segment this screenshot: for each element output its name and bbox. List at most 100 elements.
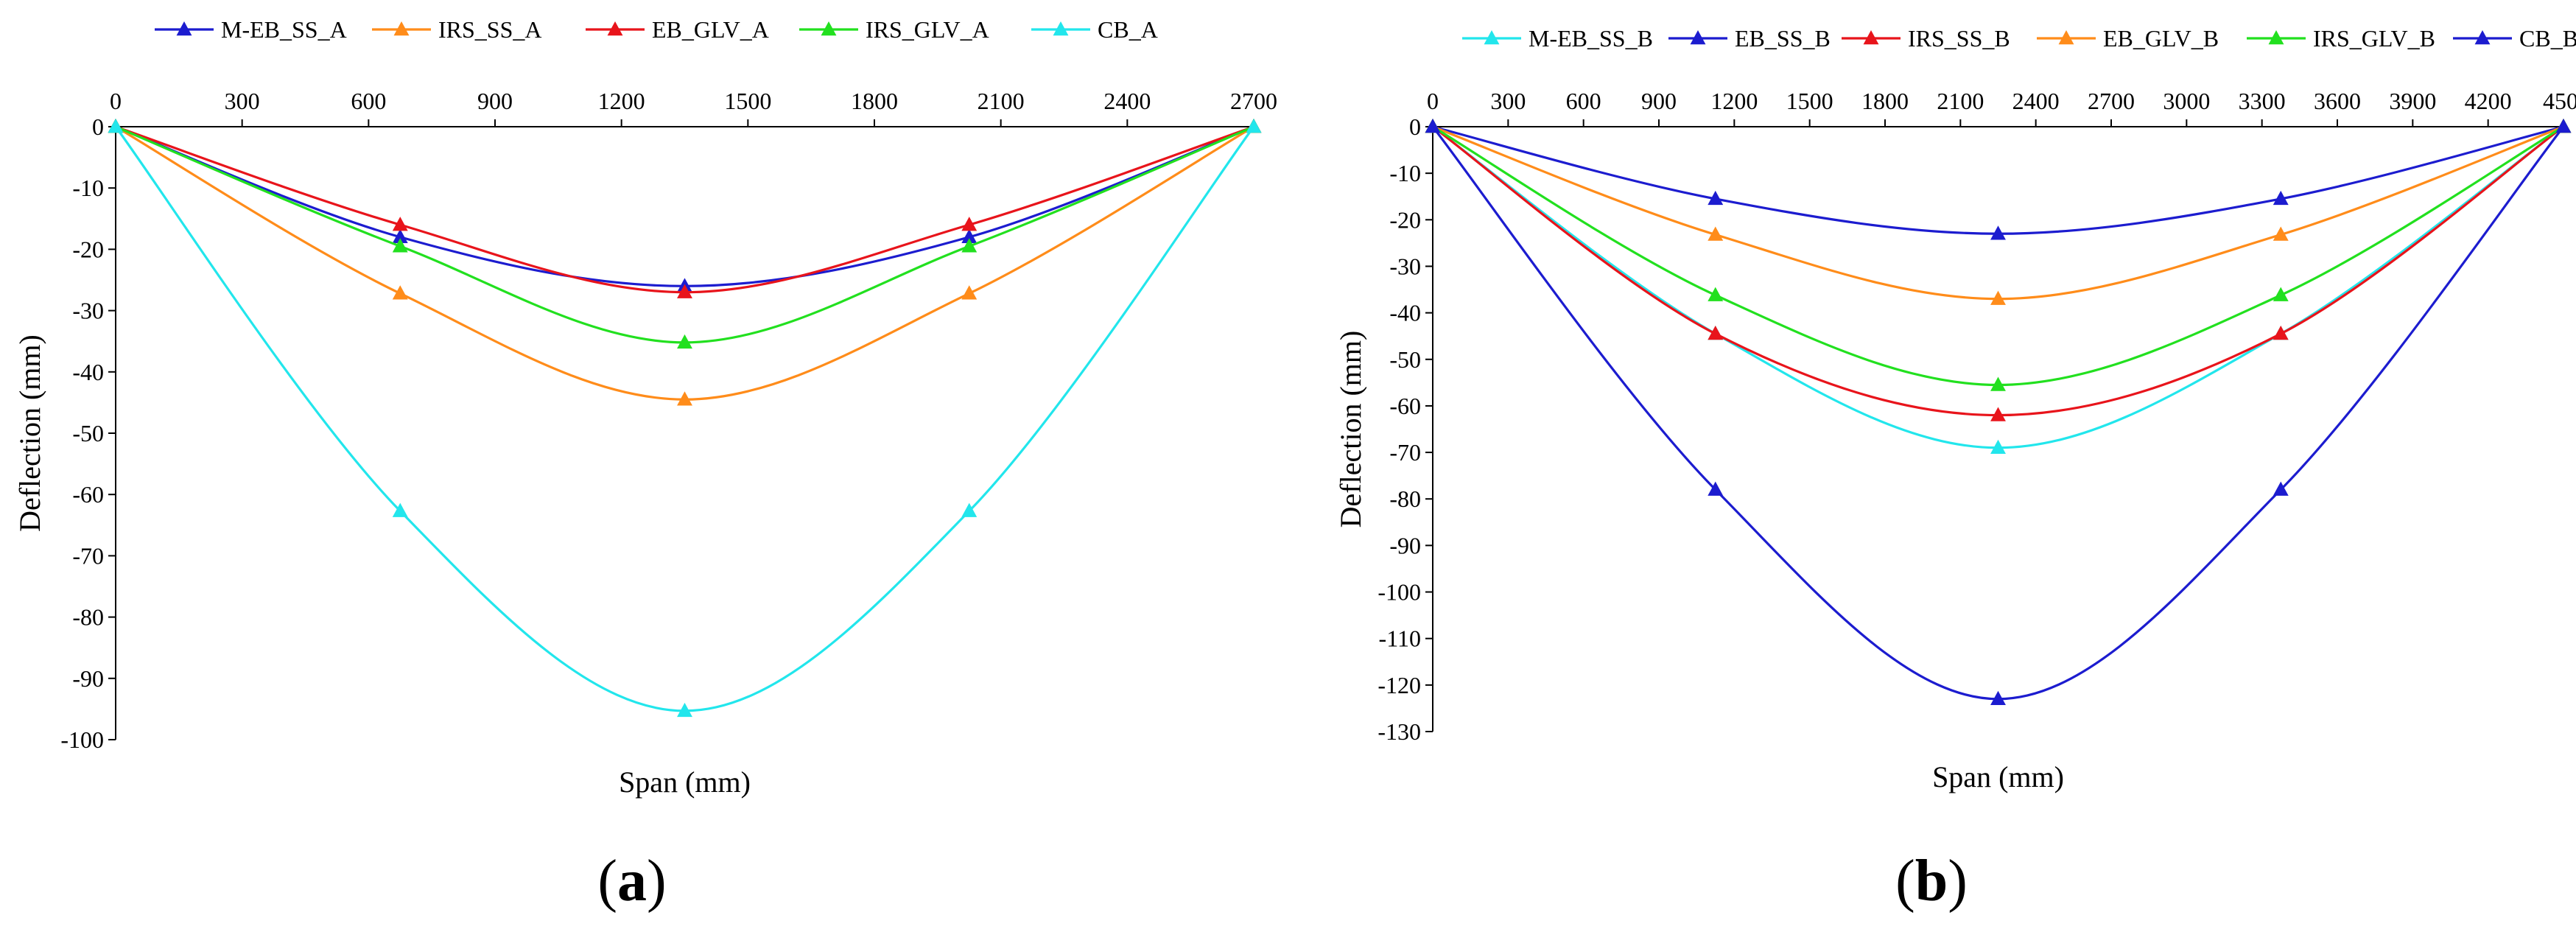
data-point-eb_glv_b — [2273, 226, 2289, 241]
y-tick-label: -120 — [1378, 672, 1421, 698]
series-line-irs_glv_b — [1432, 125, 2564, 387]
x-tick-label: 3600 — [2314, 88, 2361, 114]
series-line-eb_glv_b — [1432, 125, 2564, 301]
data-point-m-eb_ss_a — [961, 228, 978, 244]
legend-marker — [1863, 30, 1879, 45]
y-tick-label: -60 — [1389, 393, 1421, 419]
legend-label: IRS_SS_B — [1908, 25, 2010, 52]
y-tick-label: -50 — [72, 420, 104, 446]
data-point-irs_glv_b — [1990, 376, 2006, 391]
data-point-cb_b — [2555, 119, 2572, 133]
y-tick-label: -130 — [1378, 718, 1421, 745]
legend-marker — [821, 21, 837, 36]
x-tick-label: 300 — [1490, 88, 1526, 114]
legend-marker — [1484, 30, 1500, 45]
y-tick-label: -80 — [72, 604, 104, 631]
data-point-eb_ss_b — [1990, 225, 2006, 240]
y-tick-label: -80 — [1389, 485, 1421, 512]
x-axis-title: Span (mm) — [1932, 760, 2064, 793]
x-tick-label: 3300 — [2239, 88, 2286, 114]
panel-label-close-paren: ) — [1948, 849, 1968, 914]
y-tick-label: -30 — [72, 298, 104, 324]
x-tick-label: 3900 — [2389, 88, 2436, 114]
data-point-irs_ss_b — [2273, 326, 2289, 340]
y-tick-label: -90 — [72, 665, 104, 692]
y-axis-title: Deflection (mm) — [1334, 331, 1367, 528]
y-tick-label: -20 — [1389, 206, 1421, 233]
data-point-irs_ss_a — [392, 285, 408, 300]
x-tick-label: 1200 — [1710, 88, 1758, 114]
data-point-cb_b — [1990, 690, 2006, 706]
panel-label-open-paren: ( — [597, 849, 617, 914]
x-tick-label: 450 — [2543, 88, 2576, 114]
legend-marker — [2474, 30, 2491, 45]
data-point-eb_glv_b — [1708, 226, 1724, 241]
data-point-m-eb_ss_a — [392, 228, 408, 244]
series-line-irs_ss_b — [1432, 125, 2564, 417]
panel-label-letter: a — [617, 849, 647, 914]
legend-marker — [2268, 30, 2284, 45]
y-tick-label: -40 — [1389, 300, 1421, 326]
panel-label-open-paren: ( — [1895, 849, 1915, 914]
y-tick-label: -40 — [72, 359, 104, 385]
y-tick-label: -100 — [60, 726, 104, 753]
series-line-cb_a — [114, 126, 1255, 712]
legend-marker — [2058, 30, 2074, 45]
data-point-irs_ss_a — [961, 285, 978, 300]
legend-marker — [393, 21, 410, 36]
data-point-irs_ss_b — [1708, 326, 1724, 340]
data-point-eb_glv_a — [961, 217, 978, 231]
data-point-cb_a — [108, 119, 124, 133]
legend-label: IRS_GLV_B — [2313, 25, 2435, 52]
x-tick-label: 2400 — [1103, 88, 1151, 114]
y-tick-label: -70 — [72, 542, 104, 569]
panel-a: 0 300 600 900 1200 1500 1800 2100 2400 2700 0 -10 -2… — [13, 16, 1277, 914]
series-line-eb_glv_a — [115, 125, 1254, 294]
series-line-irs_ss_a — [115, 125, 1254, 401]
data-point-irs_glv_a — [677, 334, 692, 349]
x-tick-label: 1500 — [1786, 88, 1833, 114]
series-line-m-eb_ss_b — [1432, 125, 2564, 449]
legend-marker — [1053, 21, 1069, 36]
panel-label-close-paren: ) — [647, 849, 667, 914]
data-point-m-eb_ss_b — [1990, 439, 2006, 455]
y-tick-label: -90 — [1389, 532, 1421, 558]
series-line-m-eb_ss_a — [115, 125, 1254, 287]
y-tick-label: -50 — [1389, 346, 1421, 373]
data-point-cb_b — [2273, 481, 2289, 496]
legend-marker — [176, 21, 192, 36]
x-axis-title: Span (mm) — [619, 765, 751, 799]
data-point-irs_ss_a — [677, 391, 692, 406]
x-tick-label: 1200 — [598, 88, 645, 114]
x-tick-label: 1800 — [1861, 88, 1909, 114]
x-tick-label: 2400 — [2012, 88, 2060, 114]
legend-label: IRS_SS_A — [438, 16, 542, 43]
x-tick-label: 900 — [1641, 88, 1677, 114]
data-point-irs_glv_b — [2273, 287, 2289, 301]
panel-b: 0 300 600 900 1200 1500 1800 2100 2400 2700 3000 33… — [1334, 25, 2576, 914]
data-point-cb_b — [1708, 481, 1724, 496]
data-point-irs_glv_b — [1708, 287, 1724, 301]
y-tick-label: -60 — [72, 481, 104, 508]
series-line-eb_ss_b — [1432, 125, 2564, 235]
x-tick-label: 2700 — [1230, 88, 1277, 114]
data-point-cb_a — [1246, 119, 1262, 133]
data-point-eb_glv_a — [392, 217, 408, 231]
legend-marker — [1690, 30, 1706, 45]
x-tick-label: 4200 — [2465, 88, 2512, 114]
panel-label: (b) — [1895, 849, 1968, 914]
y-tick-label: 0 — [1409, 113, 1421, 140]
x-tick-label: 2100 — [1937, 88, 1984, 114]
y-tick-label: -20 — [72, 236, 104, 262]
y-tick-label: -10 — [72, 175, 104, 201]
x-tick-label: 2700 — [2088, 88, 2135, 114]
panel-label-letter: b — [1915, 849, 1948, 914]
data-point-cb_a — [961, 502, 978, 517]
data-point-irs_glv_a — [392, 238, 408, 253]
x-tick-label: 900 — [477, 88, 513, 114]
legend-label: IRS_GLV_A — [866, 16, 989, 43]
y-tick-label: -30 — [1389, 253, 1421, 279]
x-tick-label: 300 — [225, 88, 260, 114]
data-point-cb_a — [677, 702, 692, 718]
